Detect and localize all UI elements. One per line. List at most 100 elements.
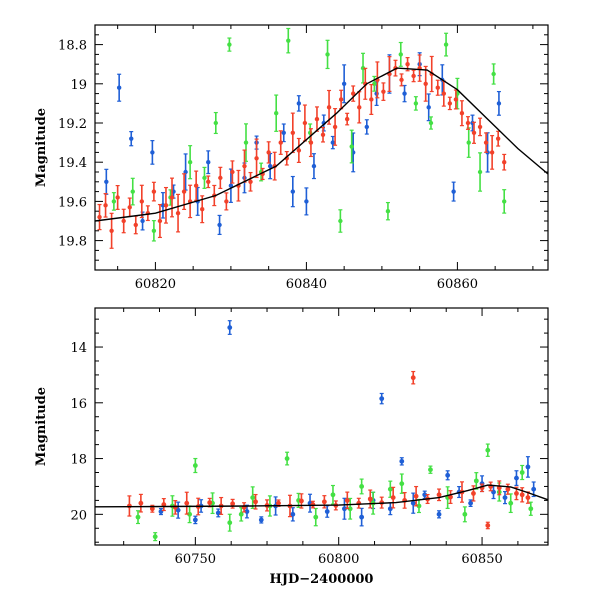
green-data-point [227, 42, 232, 47]
green-data-point [347, 506, 353, 512]
green-data-point [313, 514, 319, 520]
red-data-point [253, 499, 258, 505]
blue-data-point [116, 85, 122, 90]
blue-data-point [150, 150, 155, 155]
green-data-point [238, 511, 244, 517]
green-data-point [399, 481, 405, 487]
green-data-point [202, 175, 207, 181]
red-data-point [230, 501, 236, 507]
red-data-point [242, 163, 247, 169]
y-tick-label: 19 [70, 78, 87, 93]
red-data-point [218, 175, 223, 181]
red-data-point [447, 101, 453, 106]
red-data-point [505, 486, 511, 492]
red-data-point [453, 97, 459, 102]
red-data-point [296, 148, 302, 153]
red-data-point [495, 136, 501, 141]
green-data-point [338, 218, 343, 224]
x-tick-label: 60860 [437, 277, 478, 292]
green-data-point [428, 120, 434, 126]
blue-data-point [158, 509, 164, 514]
green-data-point [519, 470, 525, 475]
top-axes-frame [94, 24, 549, 271]
green-data-point [502, 199, 507, 204]
red-data-point [115, 195, 120, 200]
red-data-point [390, 495, 396, 500]
green-data-point [360, 65, 366, 71]
red-data-point [471, 130, 477, 135]
bottom-panel: 60750 60800 60850 14 16 18 20 Magnitude HJD−2400… [34, 307, 549, 587]
red-data-point [441, 91, 447, 96]
blue-data-point [364, 124, 369, 130]
red-data-point [477, 124, 483, 130]
green-data-point [349, 144, 354, 149]
green-data-point [152, 534, 158, 540]
red-data-point [172, 504, 178, 510]
red-data-point [399, 77, 404, 83]
red-data-point [278, 140, 283, 145]
blue-data-point [311, 163, 317, 169]
model-curve [95, 484, 548, 508]
red-data-point [405, 61, 410, 67]
red-data-point [413, 493, 419, 499]
green-data-point [187, 511, 193, 517]
blue-data-point [410, 500, 416, 506]
blue-data-point [296, 101, 302, 106]
red-data-point [320, 132, 326, 137]
green-data-point [359, 484, 365, 489]
blue-data-point [342, 506, 347, 512]
red-data-point [181, 189, 187, 194]
green-data-point [192, 463, 198, 468]
red-data-point [485, 523, 491, 528]
red-data-point [357, 105, 362, 110]
blue-data-point [387, 506, 393, 512]
y-tick-label: 19.2 [58, 117, 87, 132]
model-curve [95, 67, 548, 222]
y-tick-label: 19.8 [58, 235, 87, 250]
red-data-point [224, 199, 229, 204]
blue-data-point [468, 500, 473, 506]
red-data-point [483, 140, 489, 145]
red-data-point [459, 111, 465, 116]
blue-data-point [402, 91, 407, 96]
red-data-point [161, 502, 167, 507]
blue-data-point [217, 222, 222, 228]
red-data-point [109, 228, 114, 233]
red-data-point [103, 203, 108, 208]
y-tick-label: 19.4 [58, 156, 87, 171]
red-data-point [290, 130, 296, 135]
green-data-point [151, 228, 157, 233]
blue-data-point [228, 183, 234, 188]
blue-data-point [183, 169, 188, 175]
blue-data-point [304, 199, 309, 204]
y-axis-label: Magnitude [34, 108, 49, 187]
red-data-point [97, 214, 102, 220]
red-data-point [175, 210, 181, 216]
green-data-point [111, 199, 117, 204]
green-data-point [491, 71, 496, 77]
green-data-point [227, 520, 233, 526]
red-data-point [310, 502, 316, 507]
y-axis-label: Magnitude [34, 387, 49, 466]
green-data-point [443, 42, 449, 47]
red-data-point [326, 105, 332, 110]
red-data-point [321, 499, 327, 505]
red-data-point [381, 89, 386, 94]
green-data-point [243, 140, 249, 145]
top-plot-area [95, 27, 548, 249]
blue-data-point [129, 136, 134, 141]
y-tick-label: 18.8 [58, 39, 87, 54]
red-data-point [254, 156, 259, 161]
red-data-point [230, 169, 235, 175]
green-data-point [274, 111, 279, 116]
green-data-point [473, 478, 479, 484]
blue-data-point [514, 475, 519, 481]
green-data-point [325, 52, 330, 57]
red-data-point [184, 500, 190, 506]
red-data-point [139, 199, 145, 204]
blue-data-point [341, 81, 347, 87]
blue-data-point [206, 160, 211, 165]
green-data-point [385, 209, 391, 214]
